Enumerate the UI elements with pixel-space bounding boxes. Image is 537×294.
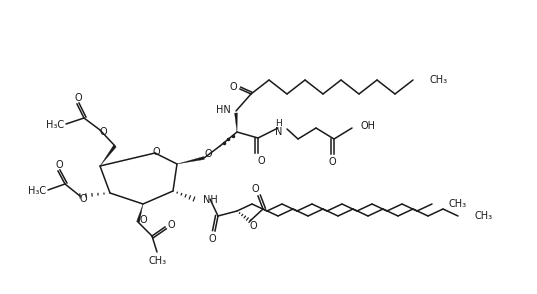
Text: O: O bbox=[74, 93, 82, 103]
Text: O: O bbox=[99, 127, 107, 137]
Text: O: O bbox=[167, 220, 175, 230]
Text: H₃C: H₃C bbox=[46, 120, 64, 130]
Text: O: O bbox=[55, 160, 63, 170]
Polygon shape bbox=[177, 156, 204, 164]
Text: O: O bbox=[139, 215, 147, 225]
Text: H₃C: H₃C bbox=[28, 186, 46, 196]
Text: H: H bbox=[275, 118, 282, 128]
Text: O: O bbox=[152, 147, 160, 157]
Text: CH₃: CH₃ bbox=[475, 211, 493, 221]
Text: O: O bbox=[229, 82, 237, 92]
Text: O: O bbox=[79, 194, 87, 204]
Text: CH₃: CH₃ bbox=[430, 75, 448, 85]
Polygon shape bbox=[136, 204, 143, 222]
Text: O: O bbox=[251, 184, 259, 194]
Text: O: O bbox=[249, 221, 257, 231]
Text: OH: OH bbox=[361, 121, 376, 131]
Polygon shape bbox=[235, 113, 237, 132]
Text: O: O bbox=[328, 157, 336, 167]
Text: HN: HN bbox=[216, 105, 231, 115]
Text: NH: NH bbox=[203, 195, 217, 205]
Text: O: O bbox=[257, 156, 265, 166]
Text: N: N bbox=[275, 127, 282, 137]
Text: O: O bbox=[204, 149, 212, 159]
Text: CH₃: CH₃ bbox=[149, 256, 167, 266]
Polygon shape bbox=[100, 145, 117, 166]
Text: O: O bbox=[208, 234, 216, 244]
Text: CH₃: CH₃ bbox=[449, 199, 467, 209]
